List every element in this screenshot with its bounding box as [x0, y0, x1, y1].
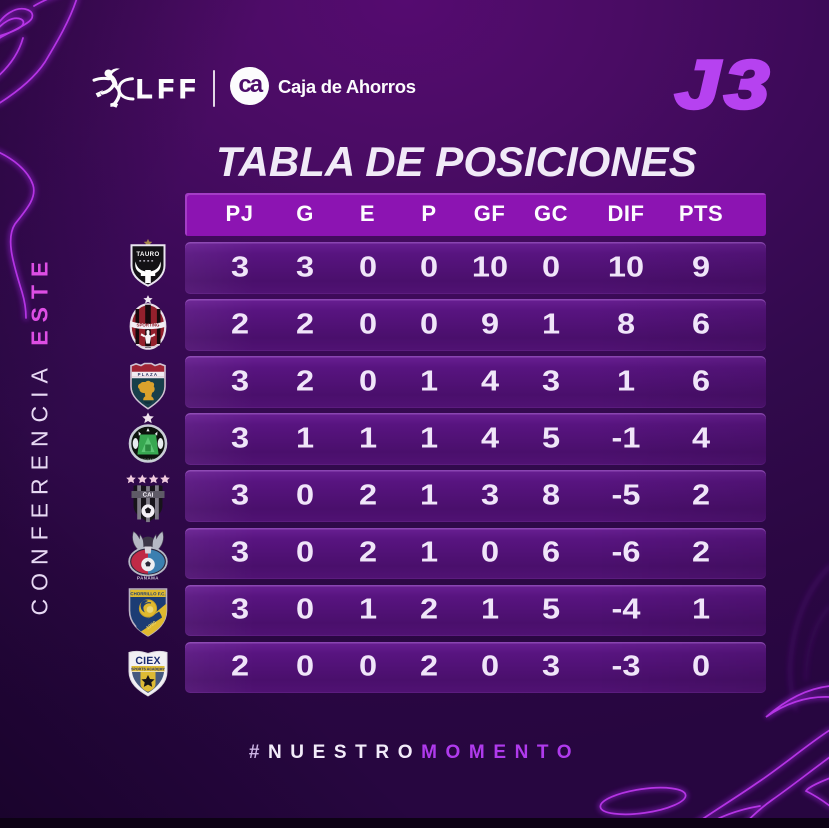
svg-text:PLAZA: PLAZA — [137, 372, 158, 377]
svg-text:PANAMA: PANAMA — [137, 576, 159, 581]
svg-text:SPORTS ACADEMY: SPORTS ACADEMY — [131, 667, 165, 671]
svg-text:PANAMA: PANAMA — [140, 458, 155, 462]
svg-text:TAURO: TAURO — [136, 251, 159, 258]
svg-text:1990: 1990 — [145, 620, 158, 631]
svg-text:CAI: CAI — [142, 492, 153, 499]
svg-text:CHORRILLO F.C.: CHORRILLO F.C. — [130, 592, 165, 597]
svg-text:CIEX: CIEX — [135, 654, 160, 666]
svg-text:SPORTING: SPORTING — [136, 322, 160, 327]
